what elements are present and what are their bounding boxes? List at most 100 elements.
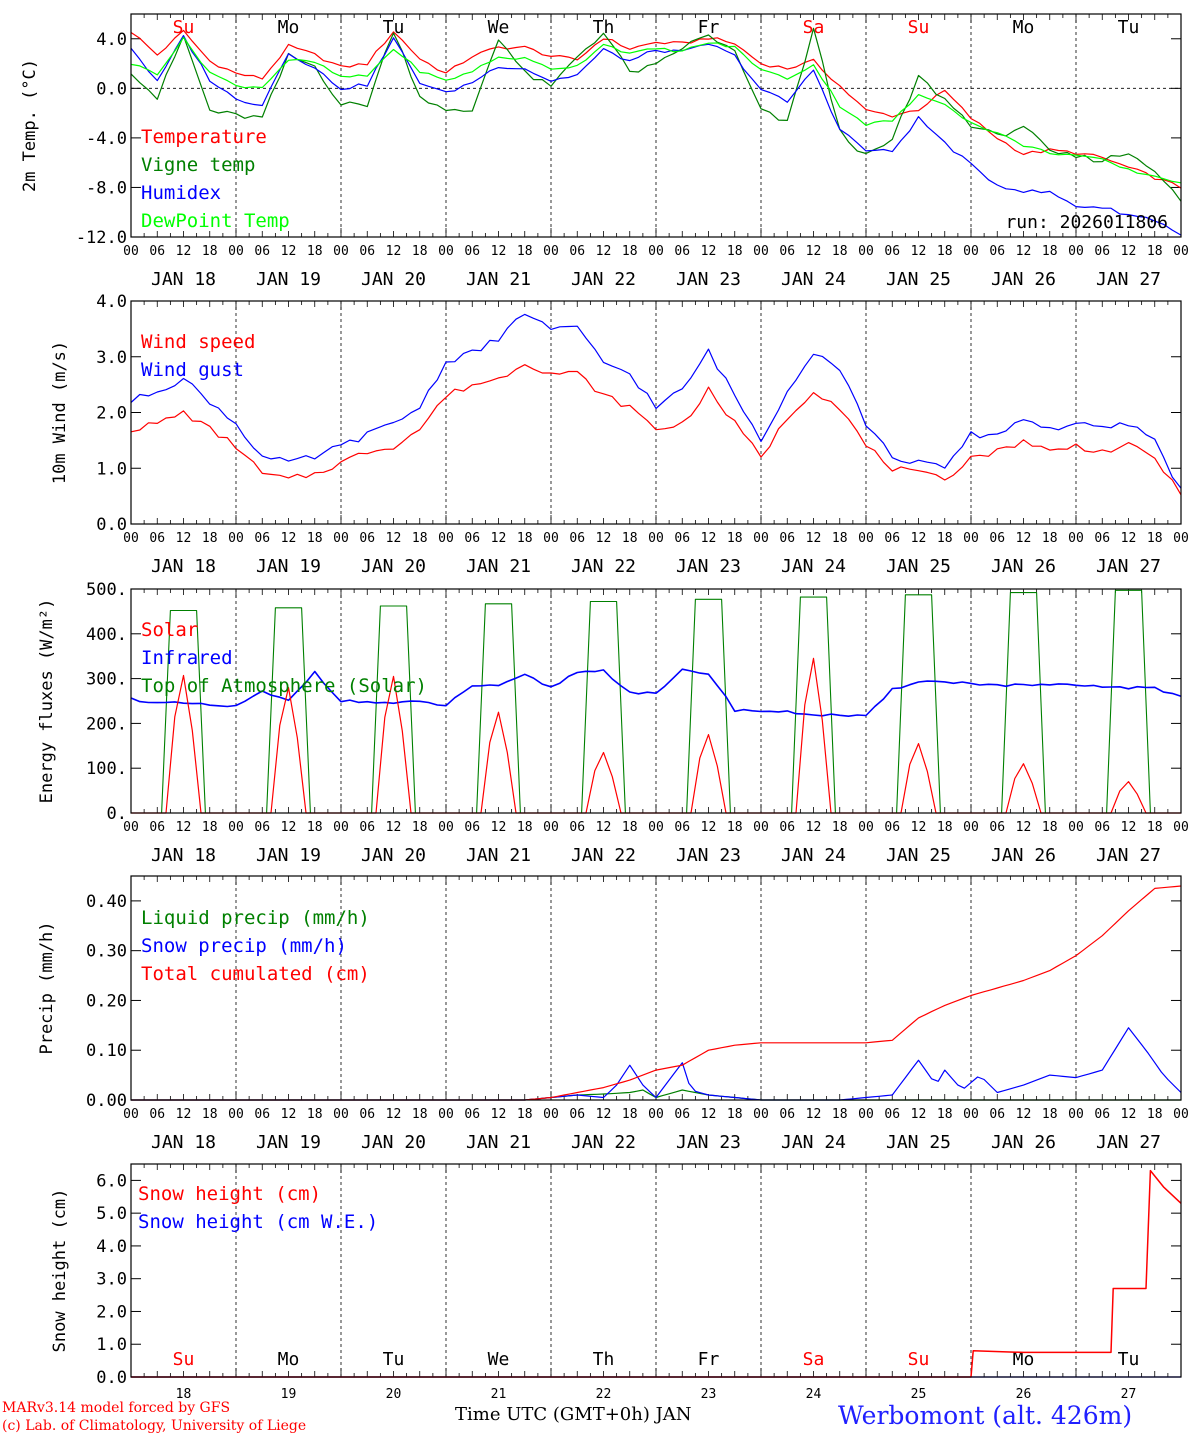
hour-tick-label: 00 (963, 1107, 979, 1122)
hour-tick-label: 18 (412, 820, 428, 835)
day-number-label: 26 (1016, 1387, 1032, 1402)
day-label: JAN 20 (361, 1132, 426, 1153)
hour-tick-label: 18 (412, 531, 428, 546)
hour-tick-label: 00 (1173, 531, 1189, 546)
day-number-label: 23 (701, 1387, 717, 1402)
weekday-label: Th (593, 17, 615, 38)
hour-tick-label: 00 (333, 1107, 349, 1122)
legend-item: Total cumulated (cm) (141, 963, 370, 985)
hour-tick-label: 00 (1173, 820, 1189, 835)
station-name: Werbomont (alt. 426m) (838, 1401, 1133, 1430)
day-number-label: 25 (911, 1387, 927, 1402)
series-line-snow-height (131, 1169, 1182, 1378)
hour-tick-label: 12 (1016, 531, 1032, 546)
hour-tick-label: 00 (438, 820, 454, 835)
hour-tick-label: 06 (989, 1107, 1005, 1122)
y-axis-label: Snow height (cm) (50, 1189, 70, 1353)
day-number-label: 24 (806, 1387, 822, 1402)
weekday-label: Sa (803, 1349, 825, 1370)
weekday-label: Mo (278, 1349, 300, 1370)
weekday-label: Su (173, 17, 195, 38)
hour-tick-label: 12 (701, 244, 717, 259)
hour-tick-label: 06 (569, 820, 585, 835)
hour-tick-label: 06 (254, 531, 270, 546)
hour-tick-label: 12 (1121, 531, 1137, 546)
y-tick-label: 2.0 (96, 1302, 127, 1322)
hour-tick-label: 06 (674, 820, 690, 835)
series-line-wind-speed (130, 364, 1182, 496)
hour-tick-label: 00 (648, 1107, 664, 1122)
y-tick-label: 5.0 (96, 1204, 127, 1224)
hour-tick-label: 12 (281, 820, 297, 835)
day-label: JAN 24 (781, 845, 846, 866)
y-tick-label: 1.0 (96, 459, 127, 479)
hour-tick-label: 00 (1173, 1107, 1189, 1122)
hour-tick-label: 12 (176, 1107, 192, 1122)
y-tick-label: 6.0 (96, 1171, 127, 1191)
day-label: JAN 18 (151, 1132, 216, 1153)
hour-tick-label: 18 (517, 244, 533, 259)
weekday-label: Su (173, 1349, 195, 1370)
hour-tick-label: 18 (937, 820, 953, 835)
y-tick-label: 4.0 (96, 1237, 127, 1257)
hour-tick-label: 18 (622, 820, 638, 835)
hour-tick-label: 18 (412, 244, 428, 259)
plot-frame (130, 588, 1182, 814)
day-label: JAN 19 (256, 845, 321, 866)
hour-tick-label: 06 (569, 244, 585, 259)
hour-tick-label: 18 (622, 1107, 638, 1122)
hour-tick-label: 00 (648, 531, 664, 546)
hour-tick-label: 00 (228, 1107, 244, 1122)
hour-tick-label: 12 (596, 820, 612, 835)
weekday-label: Fr (698, 17, 720, 38)
weekday-label: Tu (383, 17, 405, 38)
hour-tick-label: 00 (648, 820, 664, 835)
hour-tick-label: 00 (438, 244, 454, 259)
weekday-label: Mo (278, 17, 300, 38)
hour-tick-label: 18 (1042, 531, 1058, 546)
hour-tick-label: 18 (832, 531, 848, 546)
weekday-label: Tu (383, 1349, 405, 1370)
hour-tick-label: 18 (517, 820, 533, 835)
y-tick-label: 0. (107, 804, 127, 824)
y-tick-label: 400. (86, 625, 127, 645)
hour-tick-label: 12 (911, 1107, 927, 1122)
y-tick-label: 1.0 (96, 1335, 127, 1355)
hour-tick-label: 18 (202, 244, 218, 259)
hour-tick-label: 06 (779, 244, 795, 259)
legend-item: Snow precip (mm/h) (141, 935, 347, 957)
y-axis-label: 2m Temp. (°C) (20, 59, 40, 192)
series-line-humidex (130, 35, 1182, 236)
day-label: JAN 22 (571, 556, 636, 577)
day-label: JAN 19 (256, 1132, 321, 1153)
hour-tick-label: 18 (202, 531, 218, 546)
x-axis-title: Time UTC (GMT+0h) JAN (455, 1404, 692, 1425)
day-number-label: 20 (386, 1387, 402, 1402)
legend-item: DewPoint Temp (141, 210, 290, 232)
hour-tick-label: 18 (412, 1107, 428, 1122)
hour-tick-label: 00 (228, 244, 244, 259)
day-label: JAN 27 (1096, 269, 1161, 290)
hour-tick-label: 18 (727, 531, 743, 546)
hour-tick-label: 00 (858, 820, 874, 835)
day-label: JAN 20 (361, 269, 426, 290)
hour-tick-label: 06 (1094, 531, 1110, 546)
hour-tick-label: 12 (911, 244, 927, 259)
y-tick-label: 200. (86, 714, 127, 734)
legend-item: Liquid precip (mm/h) (141, 907, 370, 929)
hour-tick-label: 18 (937, 1107, 953, 1122)
hour-tick-label: 18 (517, 531, 533, 546)
hour-tick-label: 12 (806, 1107, 822, 1122)
day-label: JAN 26 (991, 1132, 1056, 1153)
y-tick-label: -8.0 (86, 178, 127, 198)
hour-tick-label: 06 (359, 531, 375, 546)
legend-item: Humidex (141, 182, 221, 204)
hour-tick-label: 00 (543, 244, 559, 259)
hour-tick-label: 12 (806, 244, 822, 259)
legend-item: Wind gust (141, 359, 244, 381)
hour-tick-label: 06 (464, 244, 480, 259)
hour-tick-label: 00 (228, 531, 244, 546)
hour-tick-label: 00 (228, 820, 244, 835)
hour-tick-label: 00 (963, 244, 979, 259)
hour-tick-label: 12 (701, 1107, 717, 1122)
